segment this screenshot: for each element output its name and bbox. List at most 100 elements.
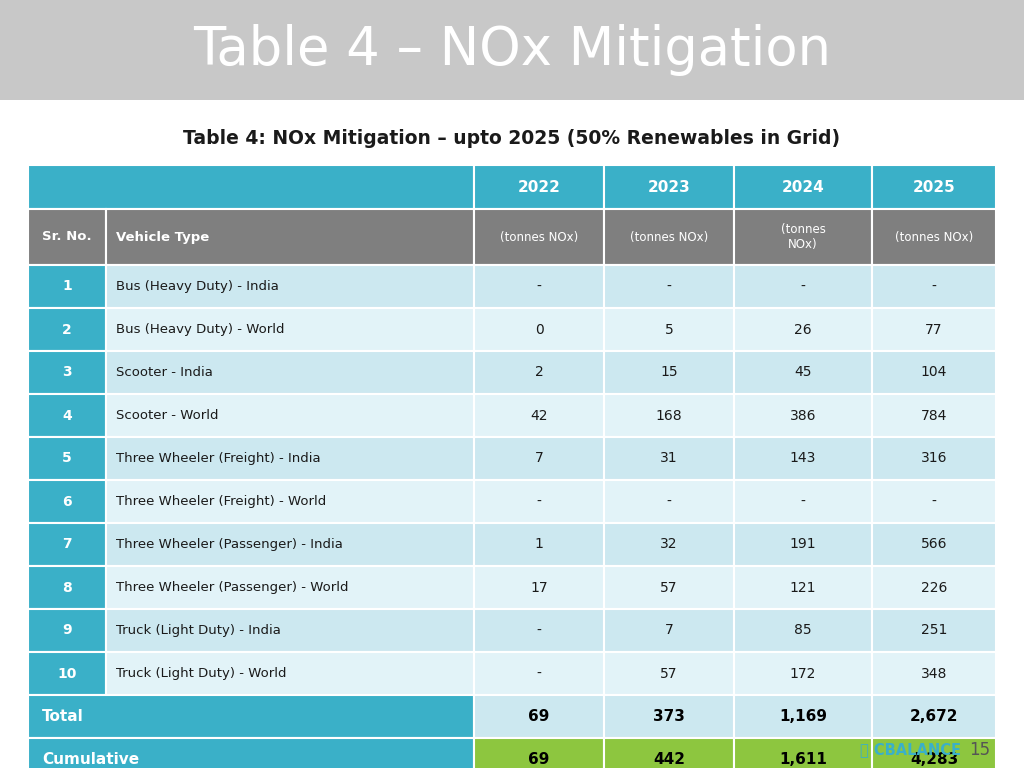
Text: 5: 5 — [665, 323, 674, 336]
Text: -: - — [537, 667, 542, 680]
Text: 42: 42 — [530, 409, 548, 422]
Bar — [872, 566, 996, 609]
Text: 316: 316 — [921, 452, 947, 465]
Text: Total: Total — [42, 709, 84, 724]
Bar — [734, 209, 872, 265]
Bar — [474, 351, 604, 394]
Bar — [474, 265, 604, 308]
Text: -: - — [932, 495, 936, 508]
Text: 442: 442 — [653, 752, 685, 767]
Text: 251: 251 — [921, 624, 947, 637]
Text: (tonnes NOx): (tonnes NOx) — [895, 230, 973, 243]
Text: 15: 15 — [969, 741, 990, 759]
Bar — [734, 738, 872, 768]
Text: 2,672: 2,672 — [909, 709, 958, 724]
Text: 1,611: 1,611 — [779, 752, 827, 767]
Bar — [604, 652, 734, 695]
Text: -: - — [801, 280, 806, 293]
Text: Bus (Heavy Duty) - World: Bus (Heavy Duty) - World — [116, 323, 285, 336]
Text: 121: 121 — [790, 581, 816, 594]
Text: 77: 77 — [926, 323, 943, 336]
Bar — [106, 308, 474, 351]
Bar — [474, 437, 604, 480]
Text: 10: 10 — [57, 667, 77, 680]
Text: -: - — [667, 495, 672, 508]
Bar — [604, 437, 734, 480]
Bar — [28, 265, 106, 308]
Text: Three Wheeler (Freight) - World: Three Wheeler (Freight) - World — [116, 495, 327, 508]
Text: 2: 2 — [62, 323, 72, 336]
Bar — [872, 609, 996, 652]
Bar — [106, 566, 474, 609]
Text: Three Wheeler (Freight) - India: Three Wheeler (Freight) - India — [116, 452, 321, 465]
Bar — [734, 523, 872, 566]
Text: 57: 57 — [660, 581, 678, 594]
Bar — [734, 165, 872, 209]
Bar — [734, 480, 872, 523]
Bar — [872, 209, 996, 265]
Bar — [872, 738, 996, 768]
Bar — [28, 351, 106, 394]
Bar — [474, 609, 604, 652]
Text: -: - — [801, 495, 806, 508]
Bar — [872, 308, 996, 351]
Bar — [28, 209, 106, 265]
Bar — [872, 351, 996, 394]
Text: (tonnes NOx): (tonnes NOx) — [500, 230, 579, 243]
Bar — [872, 480, 996, 523]
Text: -: - — [537, 495, 542, 508]
Text: 191: 191 — [790, 538, 816, 551]
Bar — [474, 480, 604, 523]
Text: 168: 168 — [655, 409, 682, 422]
Bar — [604, 351, 734, 394]
Bar — [106, 351, 474, 394]
Bar — [474, 695, 604, 738]
Bar — [106, 523, 474, 566]
Text: 45: 45 — [795, 366, 812, 379]
Bar — [474, 652, 604, 695]
Bar — [474, 523, 604, 566]
Bar — [604, 209, 734, 265]
Text: 226: 226 — [921, 581, 947, 594]
Text: Vehicle Type: Vehicle Type — [116, 230, 209, 243]
Bar — [734, 351, 872, 394]
Text: 1: 1 — [535, 538, 544, 551]
Text: 1,169: 1,169 — [779, 709, 827, 724]
Text: -: - — [932, 280, 936, 293]
Text: 8: 8 — [62, 581, 72, 594]
Text: Three Wheeler (Passenger) - World: Three Wheeler (Passenger) - World — [116, 581, 348, 594]
Bar — [106, 394, 474, 437]
Bar — [604, 695, 734, 738]
Bar — [734, 695, 872, 738]
Bar — [872, 695, 996, 738]
Bar — [604, 738, 734, 768]
Text: 7: 7 — [62, 538, 72, 551]
Text: Truck (Light Duty) - World: Truck (Light Duty) - World — [116, 667, 287, 680]
Text: 4: 4 — [62, 409, 72, 422]
Text: 0: 0 — [535, 323, 544, 336]
Text: Truck (Light Duty) - India: Truck (Light Duty) - India — [116, 624, 281, 637]
Bar — [474, 566, 604, 609]
Text: Table 4 – NOx Mitigation: Table 4 – NOx Mitigation — [193, 24, 831, 76]
Text: 5: 5 — [62, 452, 72, 465]
Bar — [28, 308, 106, 351]
Text: 31: 31 — [660, 452, 678, 465]
Text: 💧 CBALANCE: 💧 CBALANCE — [859, 743, 961, 757]
Text: 85: 85 — [795, 624, 812, 637]
Bar — [734, 265, 872, 308]
Text: (tonnes NOx): (tonnes NOx) — [630, 230, 709, 243]
Text: 26: 26 — [795, 323, 812, 336]
Text: 9: 9 — [62, 624, 72, 637]
Bar — [28, 566, 106, 609]
Text: Scooter - India: Scooter - India — [116, 366, 213, 379]
Bar — [28, 523, 106, 566]
Text: 373: 373 — [653, 709, 685, 724]
Bar — [106, 609, 474, 652]
Bar — [734, 566, 872, 609]
Bar — [474, 738, 604, 768]
Bar — [474, 308, 604, 351]
Bar — [28, 165, 474, 209]
Text: 104: 104 — [921, 366, 947, 379]
Text: 7: 7 — [535, 452, 544, 465]
Text: 4,283: 4,283 — [910, 752, 958, 767]
